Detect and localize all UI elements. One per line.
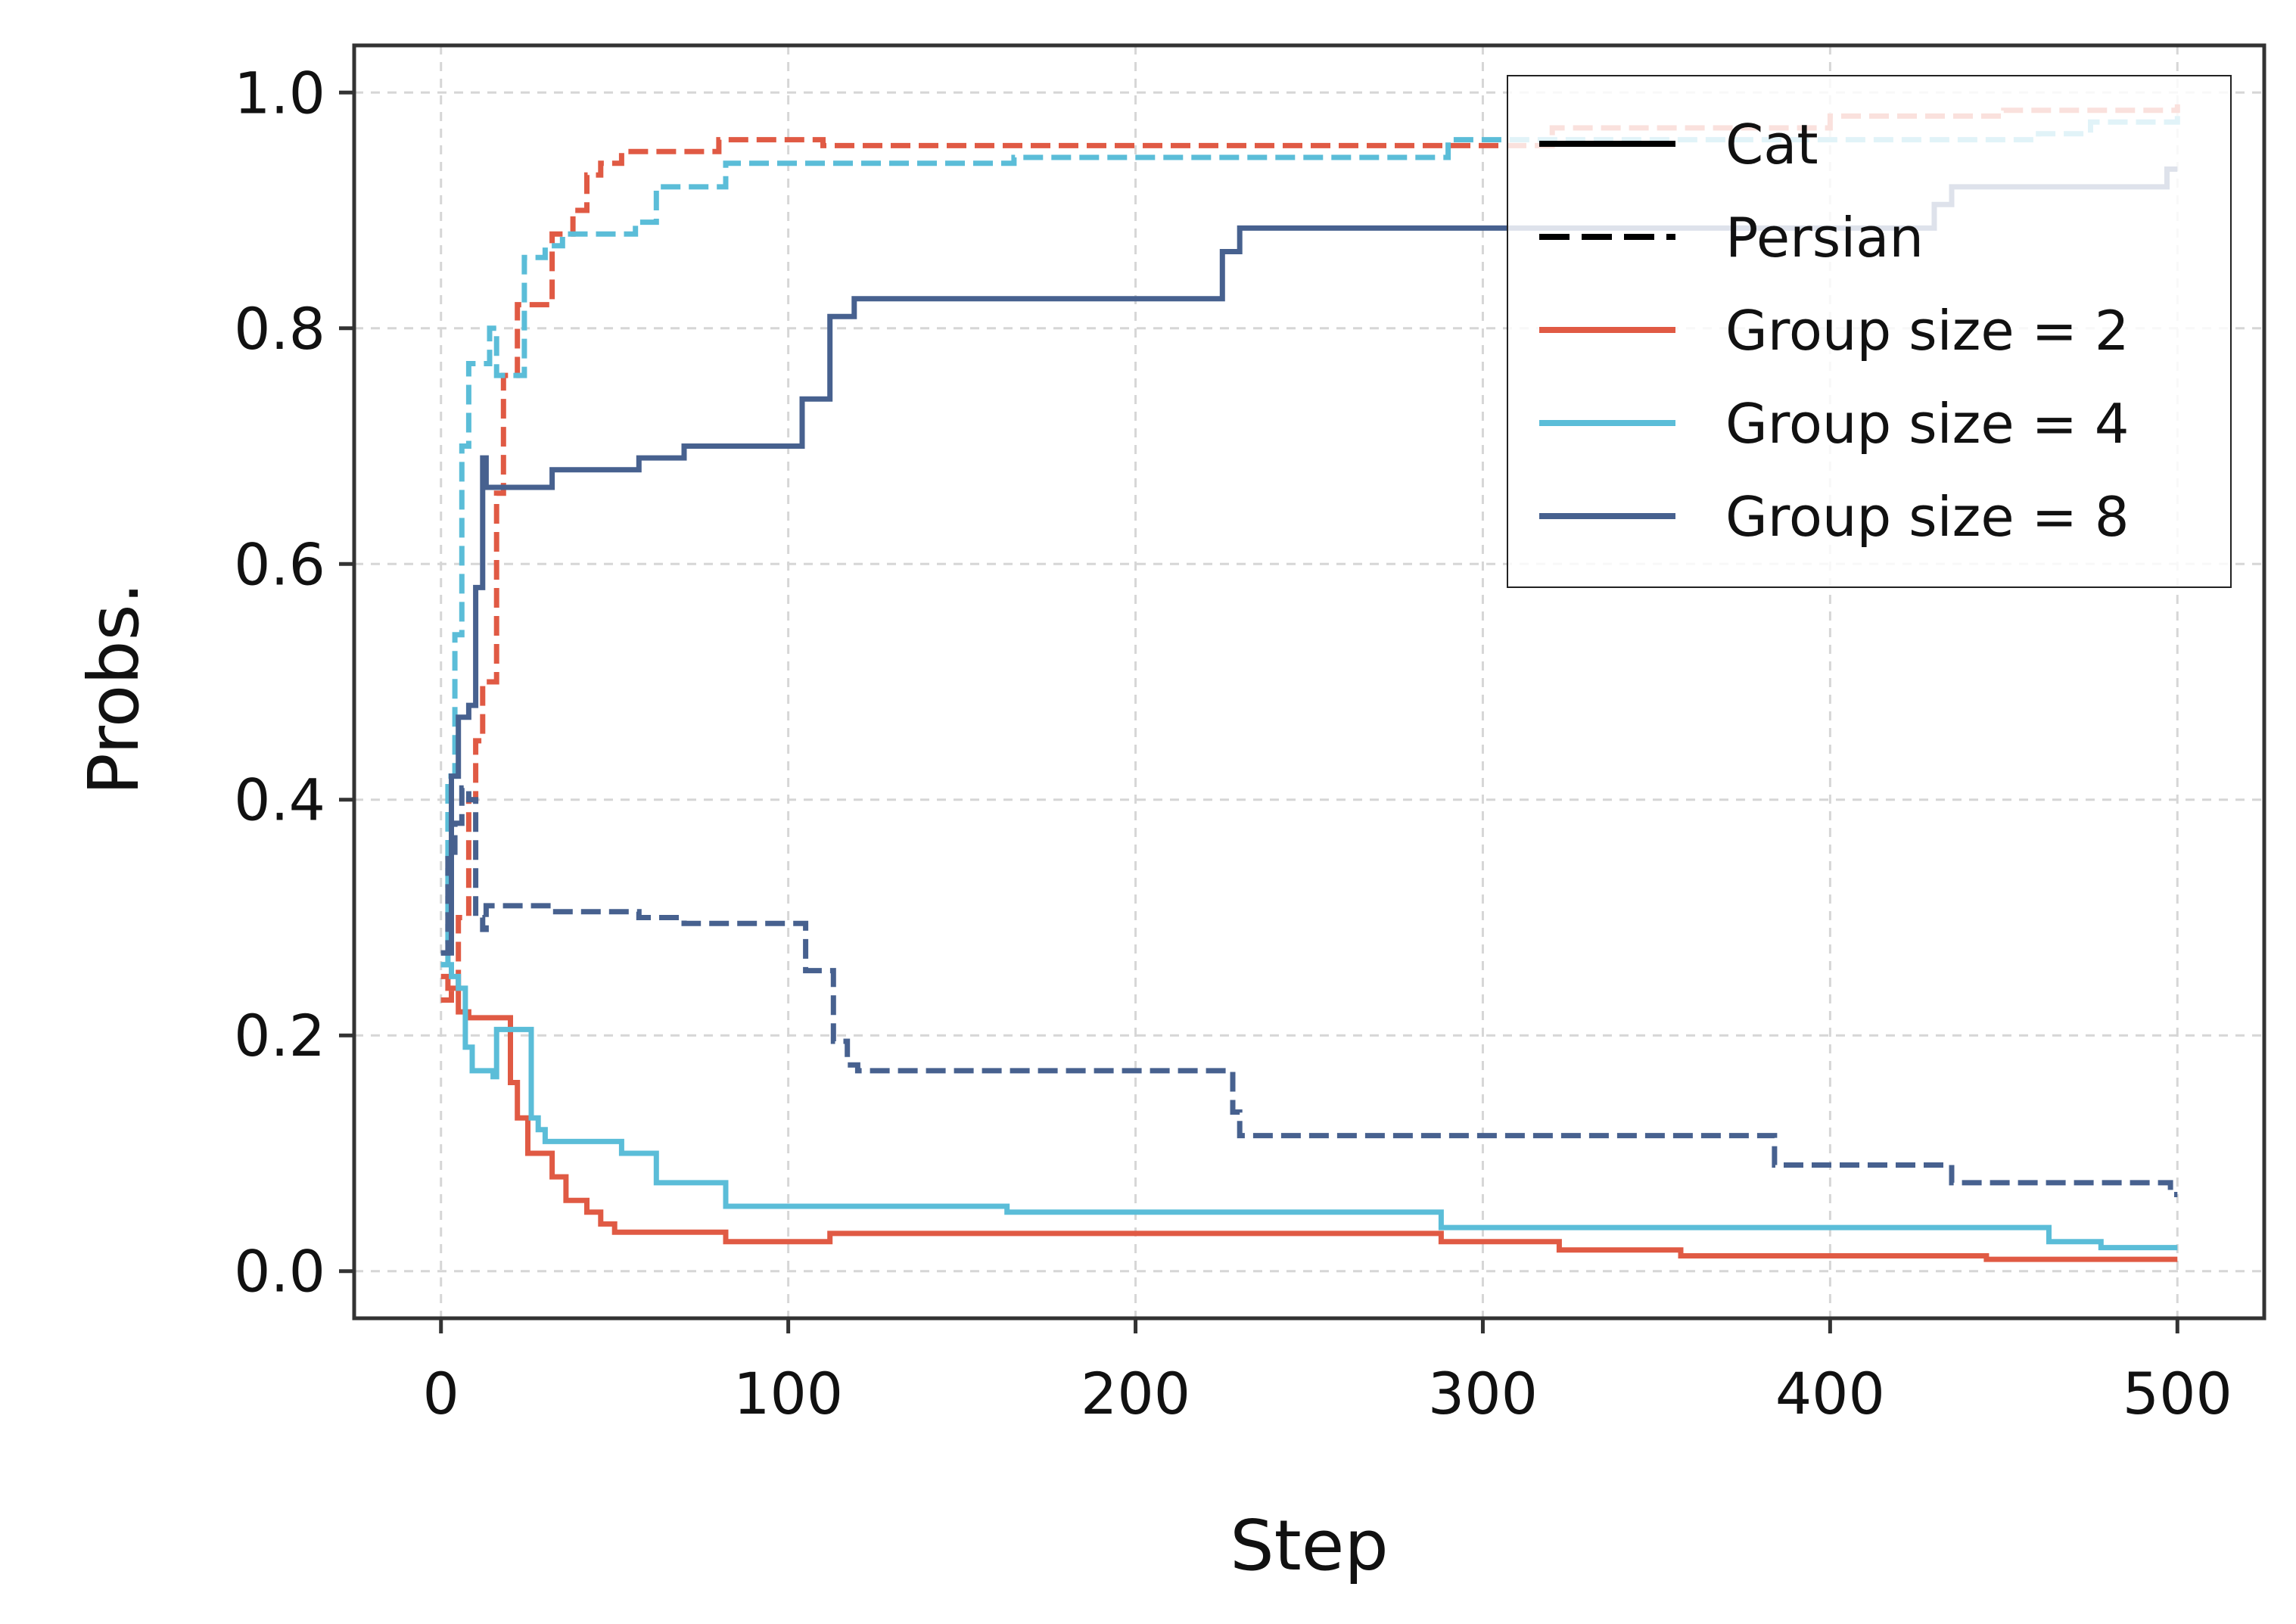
- y-tick-label: 0.0: [234, 1238, 325, 1305]
- y-tick-label: 1.0: [234, 59, 325, 126]
- plot-frame: [352, 43, 2266, 1321]
- legend-label-persian: Persian: [1725, 206, 1924, 269]
- series-line-group-size-4-cat: [440, 962, 2178, 1251]
- legend-label-group-size-2: Group size = 2: [1725, 299, 2130, 362]
- x-tick-label: 500: [2123, 1360, 2232, 1427]
- x-axis-label: Step: [1230, 1505, 1388, 1586]
- y-tick-label: 0.8: [234, 295, 325, 362]
- y-tick-label: 0.4: [234, 767, 325, 834]
- series-line-group-size-8-persian: [440, 785, 2178, 1197]
- x-tick-label: 300: [1428, 1360, 1538, 1427]
- grid: [354, 45, 2264, 1318]
- legend-label-group-size-4: Group size = 4: [1725, 392, 2130, 456]
- y-tick-label: 0.2: [234, 1002, 325, 1069]
- legend-label-cat: Cat: [1725, 113, 1818, 176]
- x-tick-label: 200: [1081, 1360, 1190, 1427]
- y-axis-label: Probs.: [73, 582, 154, 795]
- series-line-group-size-4-persian: [440, 116, 2180, 968]
- legend-label-group-size-8: Group size = 8: [1725, 485, 2130, 549]
- y-tick-label: 0.6: [234, 530, 325, 598]
- x-tick-label: 0: [423, 1360, 459, 1427]
- axis-ticks: 0 100 200 300 400 500 0.0 0.2 0.4 0.6 0.8 1.0: [234, 59, 2232, 1427]
- series-line-group-size-2-cat: [440, 973, 2178, 1262]
- x-tick-label: 100: [733, 1360, 843, 1427]
- x-tick-label: 400: [1775, 1360, 1885, 1427]
- legend: Cat Persian Group size = 2 Group size = 4 Gr…: [1507, 75, 2232, 588]
